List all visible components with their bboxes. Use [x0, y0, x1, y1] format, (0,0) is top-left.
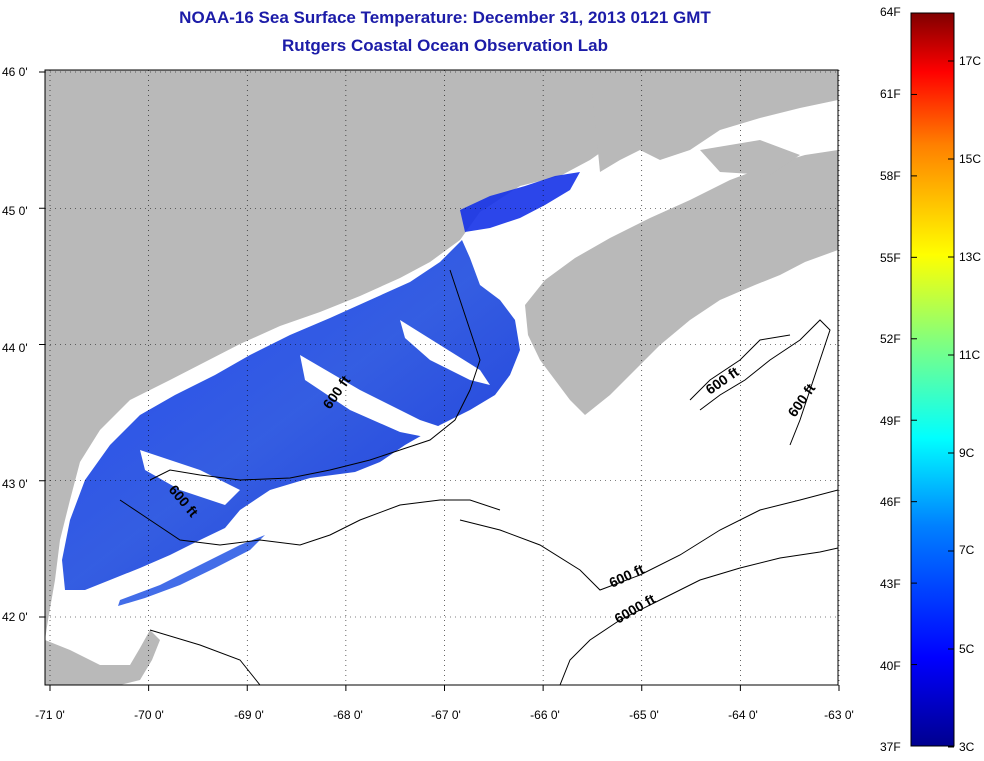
lon-label: -64 0' — [728, 708, 758, 722]
colorbar-f-label: 58F — [880, 169, 901, 183]
bay-of-fundy — [535, 170, 700, 275]
lat-label: 45 0' — [2, 204, 28, 218]
sst-data-patch-north — [460, 172, 580, 232]
colorbar-f-label: 37F — [880, 740, 901, 754]
colorbar-f-label: 64F — [880, 5, 901, 19]
colorbar-f-label: 61F — [880, 87, 901, 101]
colorbar-f-label: 55F — [880, 251, 901, 265]
colorbar-c-label: 17C — [959, 54, 982, 68]
land-nova-scotia — [525, 150, 838, 415]
lon-label: -65 0' — [629, 708, 659, 722]
lon-label: -68 0' — [333, 708, 363, 722]
lat-label: 44 0' — [2, 341, 28, 355]
colorbar-f-label: 49F — [880, 414, 901, 428]
cloud-gap — [400, 320, 490, 385]
colorbar-c-label: 9C — [959, 446, 975, 460]
lon-label: -67 0' — [431, 708, 461, 722]
cloud-gap — [140, 450, 240, 505]
colorbar-f-label: 52F — [880, 332, 901, 346]
lon-label: -66 0' — [530, 708, 560, 722]
land-mainland — [45, 70, 755, 640]
sst-data-patch-south — [118, 535, 265, 606]
colorbar-f-label: 43F — [880, 577, 901, 591]
colorbar-c-label: 11C — [959, 348, 981, 362]
map-subtitle: Rutgers Coastal Ocean Observation Lab — [282, 36, 608, 55]
colorbar-c-label: 3C — [959, 740, 975, 754]
lon-label: -69 0' — [234, 708, 264, 722]
colorbar-f-label: 40F — [880, 659, 901, 673]
cloud-gap — [300, 355, 450, 440]
colorbar-c-label: 13C — [959, 250, 982, 264]
colorbar-c-label: 5C — [959, 642, 975, 656]
colorbar-f-label: 46F — [880, 495, 901, 509]
land-cape-cod — [45, 630, 160, 685]
lon-label: -70 0' — [134, 708, 164, 722]
bathymetry-contours — [119, 269, 838, 685]
lat-label: 46 0' — [2, 65, 28, 79]
lon-label: -71 0' — [35, 708, 65, 722]
land-new-brunswick — [590, 70, 838, 172]
colorbar — [910, 12, 955, 747]
graticule — [45, 70, 840, 685]
land-pei — [700, 140, 800, 175]
colorbar-c-label: 15C — [959, 152, 982, 166]
lat-label: 43 0' — [2, 477, 28, 491]
colorbar-ticks — [911, 12, 954, 748]
lon-label: -63 0' — [824, 708, 854, 722]
map-title: NOAA-16 Sea Surface Temperature: Decembe… — [179, 8, 711, 27]
axis-ticks — [39, 71, 840, 691]
lat-label: 42 0' — [2, 610, 28, 624]
colorbar-c-label: 7C — [959, 543, 975, 557]
map-frame — [44, 69, 839, 686]
